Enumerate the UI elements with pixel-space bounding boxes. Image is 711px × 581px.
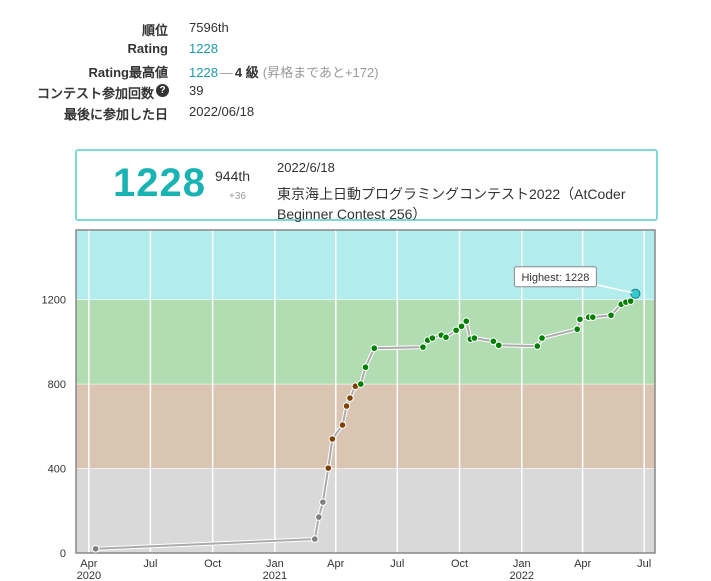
rating-point	[361, 363, 370, 372]
x-tick-label: Jul	[143, 558, 157, 570]
row-value: 1228	[189, 41, 218, 56]
annotation-leader	[596, 284, 633, 294]
rating-band	[76, 468, 655, 553]
rating-point	[588, 313, 597, 321]
rating-point	[338, 421, 347, 429]
value-text: 2022/06/18	[189, 104, 255, 119]
y-tick-label: 800	[48, 379, 66, 391]
help-icon[interactable]: ?	[156, 84, 169, 97]
separator: —	[219, 65, 233, 80]
x-tick-label: Jul	[390, 558, 404, 570]
rating-point	[419, 343, 427, 351]
rating-point	[315, 513, 323, 521]
row-value: 7596th	[189, 20, 229, 35]
value-text: 39	[189, 83, 204, 98]
y-tick-label: 1200	[42, 295, 66, 307]
x-tick-label: Oct	[451, 558, 468, 570]
card-rating: 1228	[113, 161, 206, 205]
rating-point	[346, 394, 354, 402]
rating-point	[428, 334, 437, 342]
x-tick-label: Jan 2022	[510, 558, 534, 581]
rating-point	[630, 288, 641, 299]
row-value: 1228—4 級 (昇格まであと+172)	[189, 62, 379, 81]
row-label: コンテスト参加回数	[36, 86, 154, 101]
rating-point	[607, 311, 615, 320]
row-label: Rating	[127, 41, 168, 56]
card-contest: 東京海上日動プログラミングコンテスト2022（AtCoder Beginner …	[277, 186, 626, 222]
rating-point	[342, 402, 351, 410]
rating-point	[452, 326, 460, 335]
rating-point	[533, 342, 542, 350]
profile-row: 最後に参加した日 2022/06/18	[0, 104, 711, 125]
row-value: 2022/06/18	[189, 104, 254, 119]
profile-row: コンテスト参加回数? 39	[0, 83, 711, 104]
annotation-box	[513, 266, 597, 288]
rank: 4 級	[234, 65, 259, 80]
x-tick-label: Oct	[204, 558, 221, 570]
profile-row: 順位 7596th	[0, 20, 711, 41]
rating-point	[324, 464, 333, 472]
contest-card: 1228 944th +36 2022/6/18 東京海上日動プログラミングコン…	[75, 149, 658, 222]
rating-point	[356, 380, 365, 388]
rating-point	[489, 337, 498, 346]
card-date: 2022/6/18	[277, 160, 335, 175]
profile-row: Rating最高値 1228—4 級 (昇格まであと+172)	[0, 62, 711, 83]
value-text: 7596th	[189, 20, 229, 35]
y-tick-label: 0	[60, 548, 66, 560]
value-text: 1228	[189, 65, 218, 80]
rating-point	[470, 334, 479, 342]
rating-point	[442, 333, 450, 342]
row-label: Rating最高値	[88, 65, 168, 80]
rank-note: (昇格まであと+172)	[262, 65, 379, 80]
rating-band	[76, 384, 655, 469]
row-value: 39	[189, 83, 203, 98]
x-tick-label: Jul	[637, 558, 651, 570]
rating-point	[310, 535, 319, 543]
rating-point	[457, 322, 466, 331]
rating-point	[370, 344, 379, 353]
rating-point	[626, 297, 635, 305]
rating-point	[538, 334, 546, 342]
rating-point	[573, 325, 582, 334]
card-diff: +36	[229, 191, 246, 202]
row-label: 最後に参加した日	[63, 107, 168, 122]
rating-point	[91, 544, 100, 553]
x-tick-label: Apr 2020	[77, 558, 101, 581]
x-tick-label: Jan 2021	[263, 558, 287, 581]
rating-point	[494, 341, 503, 350]
rating-point	[576, 315, 584, 324]
profile-row: Rating 1228	[0, 41, 711, 62]
x-tick-label: Apr	[327, 558, 344, 570]
annotation-text: Highest: 1228	[521, 272, 589, 284]
x-tick-label: Apr	[574, 558, 591, 570]
row-label: 順位	[141, 23, 168, 38]
y-tick-label: 400	[48, 464, 66, 476]
rating-band	[76, 230, 655, 300]
value-text: 1228	[189, 41, 218, 56]
rating-point	[319, 498, 327, 506]
rating-point	[462, 317, 471, 326]
plot-frame	[75, 229, 656, 554]
card-place: 944th	[215, 168, 251, 184]
rating-point	[328, 435, 337, 443]
